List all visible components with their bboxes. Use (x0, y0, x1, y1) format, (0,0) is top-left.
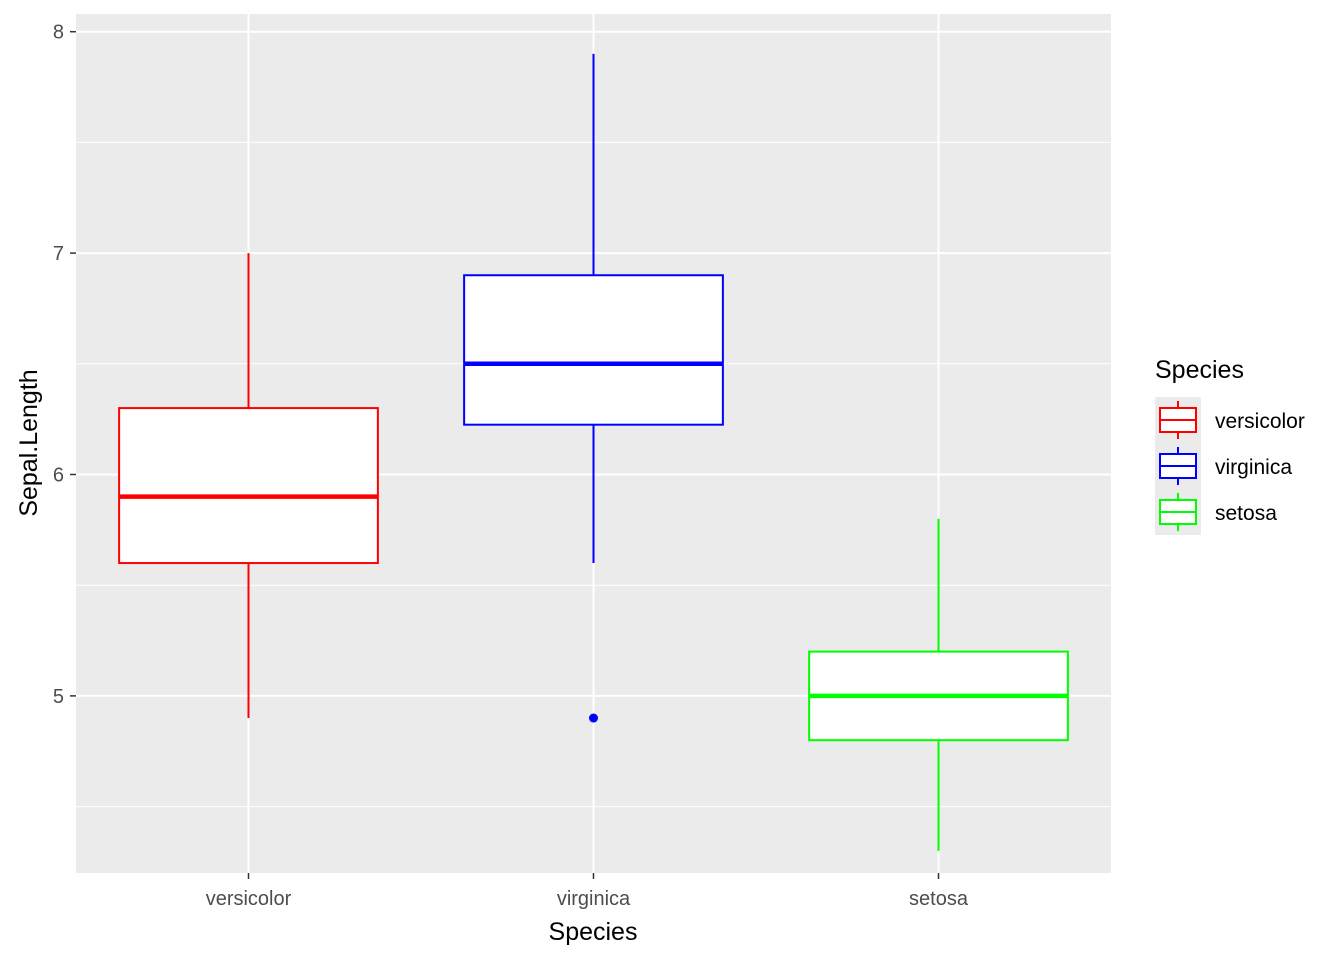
x-tick-label: virginica (557, 888, 631, 910)
legend-label: virginica (1215, 456, 1292, 479)
box-setosa (808, 518, 1069, 851)
y-axis-title: Sepal.Length (15, 369, 43, 516)
legend-item-virginica: virginica (1155, 443, 1292, 489)
y-tick-label: 6 (53, 464, 64, 486)
x-tick-label: setosa (909, 888, 969, 910)
legend: Species versicolor virginica setosa (1155, 356, 1305, 535)
x-tick-label: versicolor (206, 888, 292, 910)
box-layer (118, 53, 1069, 851)
legend-label: versicolor (1215, 410, 1305, 433)
y-tick-label: 8 (53, 22, 64, 44)
outlier-point (589, 713, 598, 723)
x-axis: versicolor virginica setosa (206, 873, 969, 910)
legend-item-setosa: setosa (1155, 489, 1277, 535)
y-tick-label: 5 (53, 686, 64, 708)
box-virginica (463, 53, 724, 723)
box-iqr (463, 274, 724, 426)
legend-items: versicolor virginica setosa (1155, 397, 1305, 535)
box-versicolor (118, 253, 379, 719)
legend-title: Species (1155, 356, 1244, 384)
box-iqr (118, 407, 379, 565)
x-axis-title: Species (549, 918, 638, 946)
y-axis: 5 6 7 8 (53, 22, 76, 708)
legend-label: setosa (1215, 502, 1277, 525)
y-tick-label: 7 (53, 243, 64, 265)
legend-item-versicolor: versicolor (1155, 397, 1305, 443)
